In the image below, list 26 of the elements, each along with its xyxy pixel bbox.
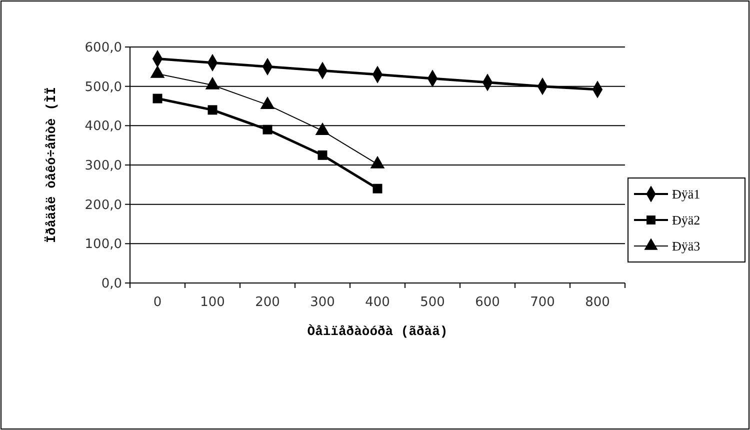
legend-label: Ðÿä2 bbox=[672, 212, 700, 228]
x-tick-label: 500 bbox=[420, 295, 445, 310]
x-tick-label: 800 bbox=[585, 295, 610, 310]
legend-label: Ðÿä3 bbox=[672, 238, 700, 254]
x-tick-label: 200 bbox=[255, 295, 280, 310]
y-tick-label: 0,0 bbox=[101, 276, 122, 292]
y-tick-label: 600,0 bbox=[84, 40, 122, 56]
x-tick-label: 300 bbox=[310, 295, 335, 310]
y-tick-label: 300,0 bbox=[84, 158, 122, 174]
y-tick-label: 500,0 bbox=[84, 80, 122, 95]
x-axis-title: Òåìïåðàòóðà (ãðàä) bbox=[307, 324, 448, 339]
point bbox=[262, 124, 272, 134]
y-tick-label: 100,0 bbox=[84, 237, 122, 252]
point bbox=[372, 184, 382, 194]
legend-label: Ðÿä1 bbox=[672, 186, 700, 202]
point bbox=[152, 94, 162, 104]
y-tick-label: 200,0 bbox=[84, 198, 122, 213]
x-tick-label: 0 bbox=[153, 295, 162, 310]
y-tick-label: 400,0 bbox=[84, 119, 122, 134]
x-tick-label: 600 bbox=[475, 295, 500, 310]
point bbox=[318, 150, 328, 160]
x-tick-label: 400 bbox=[365, 295, 390, 310]
x-tick-label: 100 bbox=[200, 295, 225, 310]
point bbox=[208, 105, 218, 115]
x-tick-label: 700 bbox=[530, 295, 555, 310]
y-axis-title: Ïðåäåë òåêó÷åñòè (ÌÏ bbox=[44, 86, 59, 244]
